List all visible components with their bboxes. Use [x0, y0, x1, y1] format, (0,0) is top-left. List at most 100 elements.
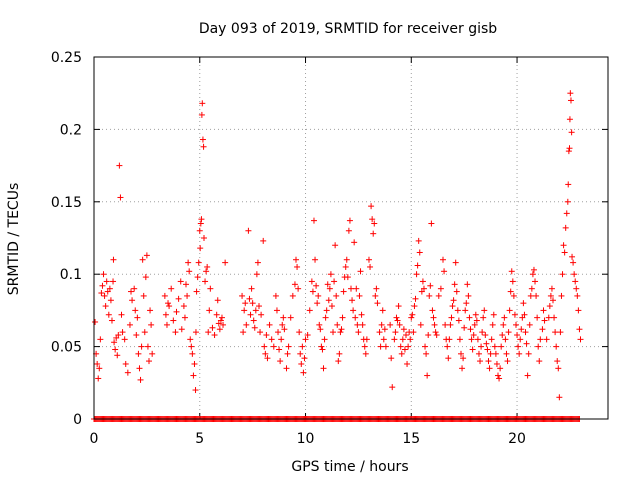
data-point — [420, 285, 427, 292]
data-point — [112, 346, 119, 353]
data-point — [523, 340, 530, 347]
y-tick-label: 0.25 — [51, 50, 82, 66]
data-point — [512, 321, 519, 328]
data-point — [216, 326, 223, 333]
data-point — [566, 116, 573, 123]
data-point — [302, 336, 309, 343]
data-point — [243, 321, 250, 328]
data-point — [514, 332, 521, 339]
data-point — [485, 358, 492, 365]
data-point — [574, 292, 581, 299]
grid — [94, 57, 608, 419]
data-point — [249, 300, 256, 307]
data-point — [529, 271, 536, 278]
data-point — [250, 317, 257, 324]
data-point — [368, 203, 375, 210]
data-point — [135, 350, 142, 357]
data-point — [264, 355, 271, 362]
data-point — [128, 288, 135, 295]
data-point — [461, 324, 468, 331]
data-points — [91, 90, 584, 422]
data-point — [352, 314, 359, 321]
data-point — [97, 336, 104, 343]
data-point — [343, 256, 350, 263]
data-point — [444, 343, 451, 350]
data-point — [333, 292, 340, 299]
data-point — [516, 350, 523, 357]
y-tick-label: 0.15 — [51, 195, 82, 211]
data-point — [107, 297, 114, 304]
data-point — [462, 307, 469, 314]
data-point — [563, 210, 570, 217]
data-point — [144, 343, 151, 350]
data-point — [565, 148, 572, 155]
data-point — [424, 372, 431, 379]
data-point — [184, 292, 191, 299]
data-point — [115, 332, 122, 339]
data-point — [350, 307, 357, 314]
data-point — [306, 307, 313, 314]
data-point — [222, 259, 229, 266]
data-point — [141, 329, 148, 336]
data-point — [466, 314, 473, 321]
x-axis-ticks: 0 5 10 15 20 — [90, 57, 526, 447]
data-point — [564, 198, 571, 205]
data-point — [576, 326, 583, 333]
data-point — [401, 346, 408, 353]
data-point — [170, 317, 177, 324]
data-point — [463, 300, 470, 307]
data-point — [217, 317, 224, 324]
data-point — [309, 288, 316, 295]
data-point — [422, 343, 429, 350]
data-point — [295, 285, 302, 292]
data-point — [459, 365, 466, 372]
data-point — [546, 303, 553, 310]
data-point — [555, 365, 562, 372]
data-point — [533, 292, 540, 299]
data-point — [301, 355, 308, 362]
data-point — [496, 375, 503, 382]
data-point — [134, 314, 141, 321]
data-point — [363, 336, 370, 343]
data-point — [278, 336, 285, 343]
data-point — [293, 256, 300, 263]
data-point — [136, 365, 143, 372]
data-point — [530, 266, 537, 273]
data-point — [194, 274, 201, 281]
data-point — [445, 355, 452, 362]
data-point — [521, 311, 528, 318]
data-point — [95, 375, 102, 382]
data-point — [108, 317, 115, 324]
data-point — [252, 307, 259, 314]
data-point — [382, 343, 389, 350]
data-point — [377, 343, 384, 350]
data-point — [426, 292, 433, 299]
y-axis-ticks: 0 0.05 0.1 0.15 0.2 0.25 — [51, 50, 608, 428]
data-point — [509, 278, 516, 285]
data-point — [484, 346, 491, 353]
data-point — [561, 249, 568, 256]
data-point — [534, 314, 541, 321]
data-point — [570, 259, 577, 266]
data-point — [469, 346, 476, 353]
data-point — [335, 358, 342, 365]
data-point — [96, 365, 103, 372]
data-point — [510, 292, 517, 299]
data-point — [398, 350, 405, 357]
data-point — [427, 282, 434, 289]
data-point — [559, 271, 566, 278]
data-point — [139, 256, 146, 263]
data-point — [475, 350, 482, 357]
data-point — [280, 314, 287, 321]
data-point — [100, 271, 107, 278]
data-point — [239, 292, 246, 299]
y-tick-label: 0.1 — [60, 267, 82, 283]
data-point — [344, 274, 351, 281]
data-point — [362, 350, 369, 357]
data-point — [379, 307, 386, 314]
data-point — [214, 297, 221, 304]
data-point — [464, 281, 471, 288]
data-point — [567, 97, 574, 104]
data-point — [481, 307, 488, 314]
data-point — [571, 271, 578, 278]
